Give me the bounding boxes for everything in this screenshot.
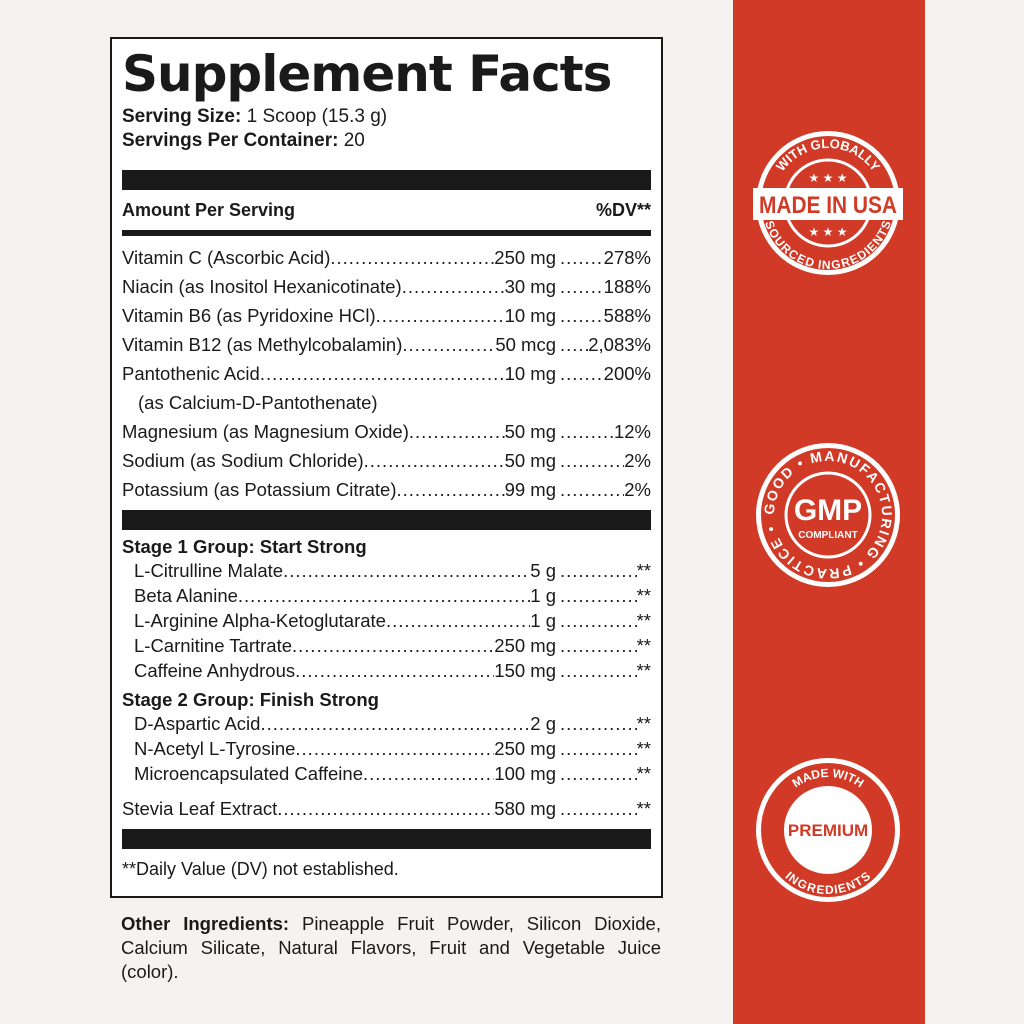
ingredient-dv: **: [636, 635, 651, 656]
ingredient-row: Caffeine Anhydrous 150 mg **: [122, 658, 651, 683]
ingredient-amount: 150 mg: [494, 660, 556, 681]
ingredient-row: Magnesium (as Magnesium Oxide) 50 mg 12%: [122, 417, 651, 446]
amount-header: Amount Per Serving %DV**: [122, 200, 651, 220]
ingredient-amount: 1 g: [530, 610, 556, 631]
ingredient-dv: 200%: [603, 363, 651, 384]
ingredient-dv: 2%: [624, 450, 651, 471]
ingredient-amount: 1 g: [530, 585, 556, 606]
ingredient-row: Vitamin B12 (as Methylcobalamin) 50 mcg …: [122, 330, 651, 359]
ingredient-name: L-Carnitine Tartrate: [134, 635, 293, 656]
ingredient-amount: 250 mg: [494, 247, 556, 268]
ingredient-name: L-Citrulline Malate: [134, 560, 284, 581]
ingredient-row: L-Arginine Alpha-Ketoglutarate 1 g **: [122, 608, 651, 633]
ingredient-name: Vitamin B12 (as Methylcobalamin): [122, 334, 403, 355]
ingredient-amount: 580 mg: [494, 798, 556, 819]
ingredient-dv: 12%: [613, 421, 651, 442]
divider: [122, 230, 651, 236]
ingredient-row: Vitamin B6 (as Pyridoxine HCl) 10 mg 588…: [122, 301, 651, 330]
ingredient-amount: 99 mg: [504, 479, 556, 500]
stage2-title: Stage 2 Group: Finish Strong: [122, 689, 379, 710]
ingredient-dv: 188%: [603, 276, 651, 297]
ingredient-row: Sodium (as Sodium Chloride) 50 mg 2%: [122, 446, 651, 475]
ingredient-dv: 2%: [624, 479, 651, 500]
other-ingredients: Other Ingredients: Pineapple Fruit Powde…: [121, 913, 661, 982]
ingredient-dv: 278%: [603, 247, 651, 268]
ingredient-row: Pantothenic Acid 10 mg 200%: [122, 359, 651, 388]
ingredient-name: Beta Alanine: [134, 585, 238, 606]
ingredient-amount: 5 g: [530, 560, 556, 581]
premium-badge: MADE WITH INGREDIENTS PREMIUM: [756, 758, 900, 902]
footnote: **Daily Value (DV) not established.: [122, 859, 399, 879]
gmp-badge: GOOD • MANUFACTURING • PRACTICE • GMP CO…: [756, 443, 900, 587]
ingredient-amount: 10 mg: [504, 305, 556, 326]
ingredient-amount: 30 mg: [504, 276, 556, 297]
ingredient-dv: **: [636, 585, 651, 606]
ingredient-name: Pantothenic Acid: [122, 363, 260, 384]
badge-sub: COMPLIANT: [798, 530, 857, 541]
ingredient-name: Vitamin C (Ascorbic Acid): [122, 247, 331, 268]
ingredient-amount: 10 mg: [504, 363, 556, 384]
stage1-list: L-Citrulline Malate 5 g ** Beta Alanine …: [122, 558, 651, 683]
ingredient-row: Niacin (as Inositol Hexanicotinate) 30 m…: [122, 272, 651, 301]
ingredient-dv: 2,083%: [588, 334, 651, 355]
ingredient-name: Magnesium (as Magnesium Oxide): [122, 421, 409, 442]
ingredient-name: Niacin (as Inositol Hexanicotinate): [122, 276, 402, 297]
ingredient-row: Vitamin C (Ascorbic Acid) 250 mg 278%: [122, 243, 651, 272]
badge-column: WITH GLOBALLY SOURCED INGREDIENTS MADE I…: [733, 0, 925, 1024]
stage1-title: Stage 1 Group: Start Strong: [122, 536, 367, 557]
ingredient-dv: **: [636, 763, 651, 784]
ingredient-dv: **: [636, 610, 651, 631]
ingredient-row: Microencapsulated Caffeine 100 mg **: [122, 761, 651, 786]
divider: [122, 170, 651, 190]
ingredient-name: Microencapsulated Caffeine: [134, 763, 363, 784]
ingredient-amount: 2 g: [530, 713, 556, 734]
ingredient-subtext: (as Calcium-D-Pantothenate): [138, 392, 378, 413]
supplement-facts-panel: Supplement Facts Serving Size: 1 Scoop (…: [110, 37, 663, 898]
ingredient-name: Caffeine Anhydrous: [134, 660, 296, 681]
ingredient-name: D-Aspartic Acid: [134, 713, 261, 734]
ingredient-name: Potassium (as Potassium Citrate): [122, 479, 397, 500]
divider: [122, 829, 651, 849]
servings-per-container: Servings Per Container: 20: [122, 130, 365, 151]
nutrient-list: Vitamin C (Ascorbic Acid) 250 mg 278% Ni…: [122, 243, 651, 504]
ingredient-dv: **: [636, 738, 651, 759]
ingredient-dv: **: [636, 660, 651, 681]
ingredient-dv: 588%: [603, 305, 651, 326]
ingredient-name: L-Arginine Alpha-Ketoglutarate: [134, 610, 386, 631]
ingredient-name: Stevia Leaf Extract: [122, 798, 278, 819]
badge-main: MADE IN USA: [759, 192, 897, 219]
badge-main: PREMIUM: [788, 821, 868, 840]
ingredient-amount: 50 mg: [504, 450, 556, 471]
serving-size: Serving Size: 1 Scoop (15.3 g): [122, 106, 388, 127]
ingredient-name: Sodium (as Sodium Chloride): [122, 450, 364, 471]
ingredient-amount: 50 mcg: [495, 334, 556, 355]
ingredient-row: Potassium (as Potassium Citrate) 99 mg 2…: [122, 475, 651, 504]
ingredient-row: Stevia Leaf Extract 580 mg **: [122, 794, 651, 823]
ingredient-row: L-Citrulline Malate 5 g **: [122, 558, 651, 583]
ingredient-row: N-Acetyl L-Tyrosine 250 mg **: [122, 736, 651, 761]
stevia-row: Stevia Leaf Extract 580 mg **: [122, 794, 651, 823]
ingredient-row: Beta Alanine 1 g **: [122, 583, 651, 608]
ingredient-amount: 250 mg: [494, 738, 556, 759]
stage2-list: D-Aspartic Acid 2 g ** N-Acetyl L-Tyrosi…: [122, 711, 651, 786]
ingredient-row: L-Carnitine Tartrate 250 mg **: [122, 633, 651, 658]
ingredient-amount: 250 mg: [494, 635, 556, 656]
ingredient-row: D-Aspartic Acid 2 g **: [122, 711, 651, 736]
ingredient-name: N-Acetyl L-Tyrosine: [134, 738, 296, 759]
ingredient-name: Vitamin B6 (as Pyridoxine HCl): [122, 305, 376, 326]
stars-icon: ★ ★ ★: [809, 171, 848, 185]
ingredient-amount: 100 mg: [494, 763, 556, 784]
stars-icon: ★ ★ ★: [809, 225, 848, 239]
divider: [122, 510, 651, 530]
badge-main: GMP: [794, 494, 862, 527]
ingredient-dv: **: [636, 798, 651, 819]
ingredient-dv: **: [636, 713, 651, 734]
ingredient-dv: **: [636, 560, 651, 581]
panel-title: Supplement Facts: [122, 45, 612, 103]
ingredient-amount: 50 mg: [504, 421, 556, 442]
made-in-usa-badge: WITH GLOBALLY SOURCED INGREDIENTS MADE I…: [753, 131, 903, 275]
